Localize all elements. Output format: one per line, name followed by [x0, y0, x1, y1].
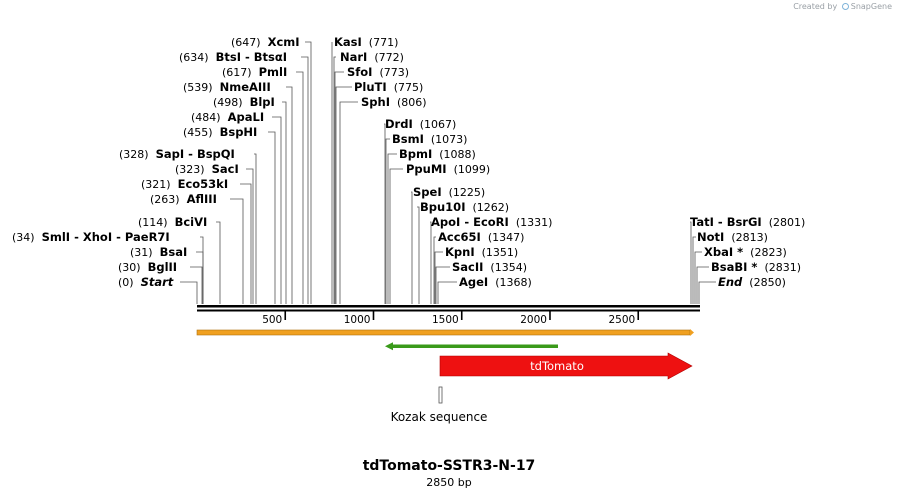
leader-acc65i [433, 236, 436, 304]
leader-bsmi [385, 138, 390, 304]
kozak-feature[interactable]: Kozak sequence [391, 386, 488, 424]
site-label-afliii: (263) AflIII [150, 192, 217, 206]
site-label-sfoi: SfoI (773) [347, 65, 409, 79]
site-label-agei: AgeI (1368) [459, 275, 532, 289]
ruler-tick-label: 1500 [432, 314, 459, 326]
green-reverse-arrow [385, 342, 558, 351]
site-label-smli: (34) SmlI - XhoI - PaeR7I [12, 230, 170, 244]
leader-apali [272, 116, 282, 304]
leader-sfoi [334, 71, 344, 304]
leader-bsphi [268, 131, 276, 304]
site-label-saci: (323) SacI [175, 162, 239, 176]
leader-nari [333, 56, 336, 304]
site-label-kasi: KasI (771) [334, 35, 398, 49]
leader-smli [200, 236, 204, 304]
leader-btsi [301, 56, 309, 304]
leader-end [698, 281, 716, 304]
leader-xbai [694, 251, 702, 304]
leader-bpu10i [417, 206, 420, 304]
site-label-xbai: XbaI * (2823) [704, 245, 787, 259]
leader-pmli [296, 71, 304, 304]
leader-noti [692, 236, 696, 304]
site-label-noti: NotI (2813) [697, 230, 768, 244]
leader-saci [246, 168, 254, 304]
ruler-tick-label: 500 [262, 314, 282, 326]
site-label-spei: SpeI (1225) [413, 185, 485, 199]
site-label-bcivi: (114) BciVI [138, 215, 207, 229]
credit-brand: SnapGene [850, 2, 892, 11]
site-label-bglii: (30) BglII [118, 260, 177, 274]
site-label-bsabi: BsaBI * (2831) [711, 260, 801, 274]
ruler: 500 1000 1500 2000 2500 [262, 311, 640, 326]
site-label-pluti: PluTI (775) [354, 80, 423, 94]
leader-start [180, 281, 198, 304]
site-label-apoi: ApoI - EcoRI (1331) [431, 215, 552, 229]
plasmid-title: tdTomato-SSTR3-N-17 [362, 458, 536, 474]
site-label-blpi: (498) BlpI [213, 95, 275, 109]
orange-feature-bar [196, 329, 694, 336]
credit-text: Created by [793, 2, 838, 11]
site-label-kpni: KpnI (1351) [445, 245, 518, 259]
leader-bsabi [696, 266, 709, 304]
site-label-xcmi: (647) XcmI [231, 35, 300, 49]
site-label-acc65i: Acc65I (1347) [438, 230, 524, 244]
ruler-tick-label: 2500 [608, 314, 635, 326]
site-label-ppumi: PpuMI (1099) [406, 162, 490, 176]
site-label-sacii: SacII (1354) [452, 260, 527, 274]
ruler-tick-label: 2000 [520, 314, 547, 326]
leader-apoi [430, 221, 432, 304]
kozak-label: Kozak sequence [391, 410, 488, 424]
site-label-end: End (2850) [718, 275, 786, 289]
site-label-tati: TatI - BsrGI (2801) [690, 215, 805, 229]
leader-sphi [339, 101, 358, 304]
site-label-btsi: (634) BtsI - BtsαI [179, 50, 287, 64]
site-label-sapi: (328) SapI - BspQI [119, 147, 235, 161]
site-label-pmli: (617) PmlI [222, 65, 287, 79]
site-label-apali: (484) ApaLI [191, 110, 264, 124]
site-labels: (647) XcmI (634) BtsI - BtsαI (617) PmlI (5… [12, 35, 805, 289]
site-label-bsmi: BsmI (1073) [392, 132, 467, 146]
site-label-bpmi: BpmI (1088) [399, 147, 476, 161]
leader-eco53ki [240, 183, 252, 304]
leader-tati [690, 221, 692, 304]
leader-bpmi [387, 153, 397, 304]
site-label-nari: NarI (772) [340, 50, 404, 64]
plasmid-length: 2850 bp [426, 476, 472, 489]
site-label-eco53ki: (321) Eco53kI [141, 177, 228, 191]
site-label-bsai: (31) BsaI [130, 245, 187, 259]
ruler-tick-label: 1000 [344, 314, 371, 326]
site-label-bsphi: (455) BspHI [183, 125, 257, 139]
leader-sapi [254, 153, 257, 304]
site-label-drdi: DrdI (1067) [385, 117, 456, 131]
leader-sacii [435, 266, 450, 304]
tdtomato-feature[interactable]: tdTomato [439, 352, 693, 380]
site-label-bpu10i: Bpu10I (1262) [420, 200, 509, 214]
leader-nmeaiii [286, 86, 293, 304]
leader-bcivi [216, 221, 221, 304]
snapgene-logo-icon [841, 3, 849, 10]
leader-drdi [384, 123, 386, 304]
tdtomato-label: tdTomato [530, 359, 584, 373]
snapgene-credit: Created by SnapGene [793, 2, 892, 11]
leader-afliii [230, 198, 244, 304]
sequence-backbone [197, 305, 700, 312]
leader-bsai [196, 251, 204, 304]
leader-bglii [190, 266, 203, 304]
site-label-nmeaiii: (539) NmeAIII [183, 80, 271, 94]
leader-xcmi [305, 41, 312, 304]
site-leader-lines [180, 41, 716, 304]
leader-ppumi [389, 168, 403, 304]
site-label-start: (0) Start [118, 275, 174, 289]
leader-kpni [434, 251, 443, 304]
leader-spei [411, 191, 413, 304]
leader-pluti [335, 86, 352, 304]
site-label-sphi: SphI (806) [361, 95, 427, 109]
leader-blpi [282, 101, 287, 304]
leader-agei [437, 281, 457, 304]
